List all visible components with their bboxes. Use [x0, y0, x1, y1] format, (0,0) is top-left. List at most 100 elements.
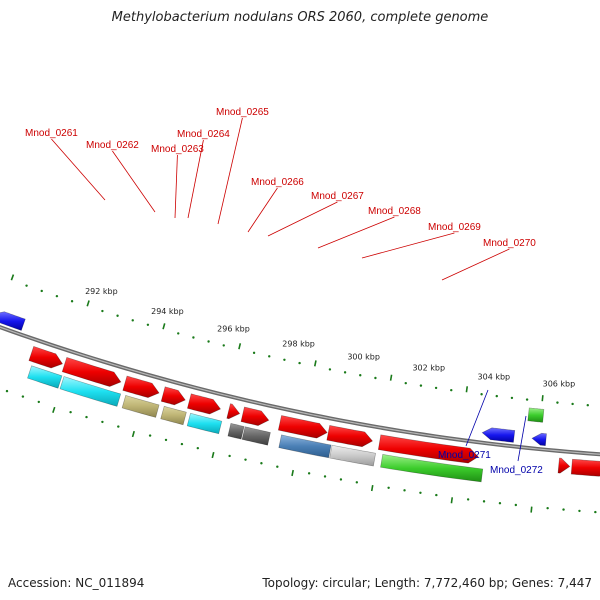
ruler-minor-tick: [514, 503, 518, 507]
scale-label: 300 kbp: [347, 353, 380, 362]
green-feature: [380, 454, 484, 483]
gene-leader-line: [187, 139, 204, 219]
gene-leader-line: [267, 201, 338, 237]
gene-label: Mnod_0268: [368, 206, 421, 217]
ruler-minor-tick: [101, 309, 104, 313]
forward-cds-arrow: [326, 425, 373, 448]
ruler-minor-tick: [586, 404, 589, 407]
ruler-minor-tick: [374, 376, 377, 380]
ruler-minor-tick: [419, 384, 423, 387]
gene-leader-line: [317, 216, 395, 249]
ruler-minor-tick: [556, 401, 559, 404]
ruler-major-tick: [52, 406, 56, 414]
forward-cds-arrow: [570, 458, 600, 477]
ruler-major-tick: [465, 386, 469, 393]
ruler-minor-tick: [177, 332, 180, 335]
gene-label: Mnod_0264: [177, 129, 230, 140]
ruler-minor-tick: [196, 446, 200, 450]
ruler-minor-tick: [298, 361, 301, 365]
forward-cds-arrow: [61, 357, 122, 387]
ruler-minor-tick: [260, 462, 263, 465]
ruler-minor-tick: [482, 500, 486, 503]
ruler-minor-tick: [148, 434, 152, 437]
ruler-major-tick: [162, 323, 166, 330]
forward-cds-arrow: [277, 415, 328, 439]
ruler-minor-tick: [268, 355, 271, 358]
ruler-minor-tick: [131, 319, 134, 322]
scale-label: 292 kbp: [85, 287, 118, 296]
ruler-minor-tick: [480, 393, 483, 396]
ruler-minor-tick: [70, 300, 74, 303]
forward-cds-arrow: [377, 434, 479, 464]
forward-cds-arrow: [28, 346, 63, 369]
ruler-minor-tick: [562, 508, 565, 511]
dark-feature: [227, 423, 245, 440]
ruler-minor-tick: [5, 389, 9, 393]
light-feature: [329, 444, 376, 467]
ruler-minor-tick: [594, 510, 597, 514]
ruler-minor-tick: [510, 396, 514, 400]
ruler-major-tick: [238, 343, 242, 350]
ruler-minor-tick: [101, 420, 104, 424]
gene-leader-line: [247, 187, 278, 233]
ruler-major-tick: [131, 430, 135, 438]
gene-leader-line: [217, 117, 243, 225]
forward-cds-arrow: [122, 375, 160, 398]
gene-label: Mnod_0269: [428, 222, 481, 233]
ruler-major-tick: [450, 497, 454, 504]
ruler-minor-tick: [180, 442, 184, 446]
ruler-minor-tick: [69, 410, 72, 414]
ruler-minor-tick: [307, 472, 311, 475]
accession-text: Accession: NC_011894: [8, 576, 145, 590]
map-title: Methylobacterium nodulans ORS 2060, comp…: [111, 10, 489, 25]
ruler-minor-tick: [21, 395, 25, 398]
ruler-minor-tick: [434, 386, 438, 390]
gene-label: Mnod_0270: [483, 238, 536, 249]
ruler-minor-tick: [546, 506, 549, 510]
cyan-feature: [186, 412, 223, 435]
scale-label: 294 kbp: [151, 307, 184, 316]
khaki-feature: [121, 395, 160, 418]
ruler-major-tick: [541, 395, 544, 402]
ruler-major-tick: [370, 484, 374, 492]
green-reverse-feature: [527, 407, 545, 423]
scale-label: 304 kbp: [478, 373, 511, 382]
gene-label: Mnod_0266: [251, 177, 304, 188]
ruler-minor-tick: [25, 284, 28, 287]
reverse-gene-arrow: [481, 427, 516, 443]
gene-label: Mnod_0261: [25, 128, 78, 139]
ruler-minor-tick: [244, 458, 247, 461]
ruler-minor-tick: [495, 394, 498, 398]
ruler-major-tick: [291, 469, 295, 477]
gene-leader-line: [465, 389, 489, 447]
ruler-minor-tick: [355, 481, 359, 484]
ruler-minor-tick: [207, 340, 210, 343]
scale-label: 302 kbp: [412, 364, 445, 373]
scale-label: 298 kbp: [282, 340, 315, 349]
forward-cds-arrow: [160, 386, 186, 406]
ruler-minor-tick: [117, 425, 120, 428]
gene-leader-line: [361, 232, 455, 259]
ruler-minor-tick: [85, 415, 88, 419]
ruler-minor-tick: [419, 491, 422, 494]
ruler-minor-tick: [116, 314, 119, 317]
ruler-minor-tick: [55, 294, 59, 298]
gene-leader-line: [51, 138, 106, 201]
ruler-minor-tick: [343, 371, 347, 374]
ruler-minor-tick: [276, 465, 279, 468]
gene-leader-line: [174, 154, 178, 219]
ruler-minor-tick: [525, 398, 529, 401]
ruler-minor-tick: [328, 368, 332, 371]
cyan-feature: [59, 376, 122, 407]
khaki-feature: [160, 405, 187, 426]
gene-label: Mnod_0267: [311, 191, 364, 202]
forward-cds-arrow: [557, 457, 571, 474]
ruler-minor-tick: [164, 438, 168, 442]
gene-label: Mnod_0265: [216, 107, 269, 118]
ruler-minor-tick: [146, 323, 150, 327]
forward-cds-arrow: [187, 393, 221, 415]
ruler-minor-tick: [435, 493, 438, 497]
ruler-minor-tick: [403, 489, 406, 492]
ruler-major-tick: [530, 506, 533, 513]
